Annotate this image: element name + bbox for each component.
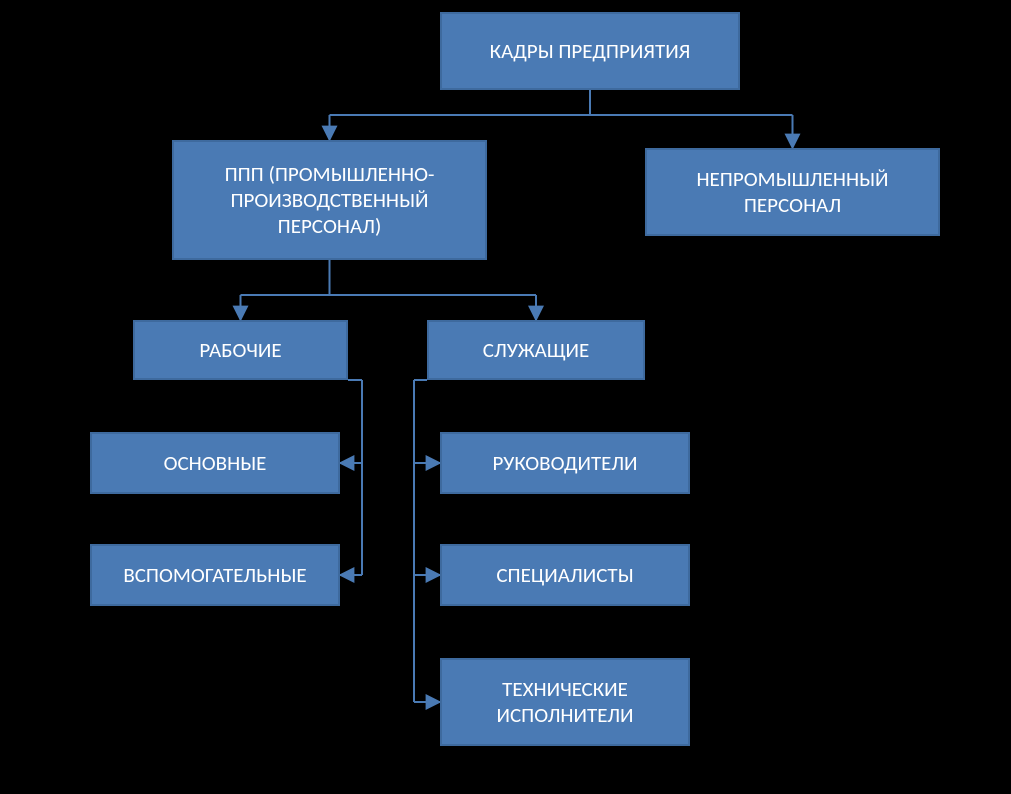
node-root: КАДРЫ ПРЕДПРИЯТИЯ xyxy=(440,12,740,90)
node-workers: РАБОЧИЕ xyxy=(133,320,348,380)
node-techexec: ТЕХНИЧЕСКИЕ ИСПОЛНИТЕЛИ xyxy=(440,658,690,746)
node-label: КАДРЫ ПРЕДПРИЯТИЯ xyxy=(490,38,691,64)
node-label: ТЕХНИЧЕСКИЕ ИСПОЛНИТЕЛИ xyxy=(452,676,678,729)
node-label: НЕПРОМЫШЛЕННЫЙ ПЕРСОНАЛ xyxy=(657,166,928,219)
node-main: ОСНОВНЫЕ xyxy=(90,432,340,494)
node-specialists: СПЕЦИАЛИСТЫ xyxy=(440,544,690,606)
node-managers: РУКОВОДИТЕЛИ xyxy=(440,432,690,494)
node-label: СПЕЦИАЛИСТЫ xyxy=(496,562,633,588)
node-employees: СЛУЖАЩИЕ xyxy=(427,320,645,380)
node-label: ВСПОМОГАТЕЛЬНЫЕ xyxy=(123,562,306,588)
node-label: ОСНОВНЫЕ xyxy=(164,450,267,476)
node-nonind: НЕПРОМЫШЛЕННЫЙ ПЕРСОНАЛ xyxy=(645,148,940,236)
node-label: СЛУЖАЩИЕ xyxy=(483,337,589,363)
org-chart: КАДРЫ ПРЕДПРИЯТИЯ ППП (ПРОМЫШЛЕННО-ПРОИЗВ… xyxy=(0,0,1011,794)
node-ppp: ППП (ПРОМЫШЛЕННО-ПРОИЗВОДСТВЕННЫЙ ПЕРСОН… xyxy=(172,140,487,260)
node-auxiliary: ВСПОМОГАТЕЛЬНЫЕ xyxy=(90,544,340,606)
node-label: ППП (ПРОМЫШЛЕННО-ПРОИЗВОДСТВЕННЫЙ ПЕРСОН… xyxy=(184,161,475,240)
node-label: РУКОВОДИТЕЛИ xyxy=(493,450,638,476)
node-label: РАБОЧИЕ xyxy=(199,337,281,363)
